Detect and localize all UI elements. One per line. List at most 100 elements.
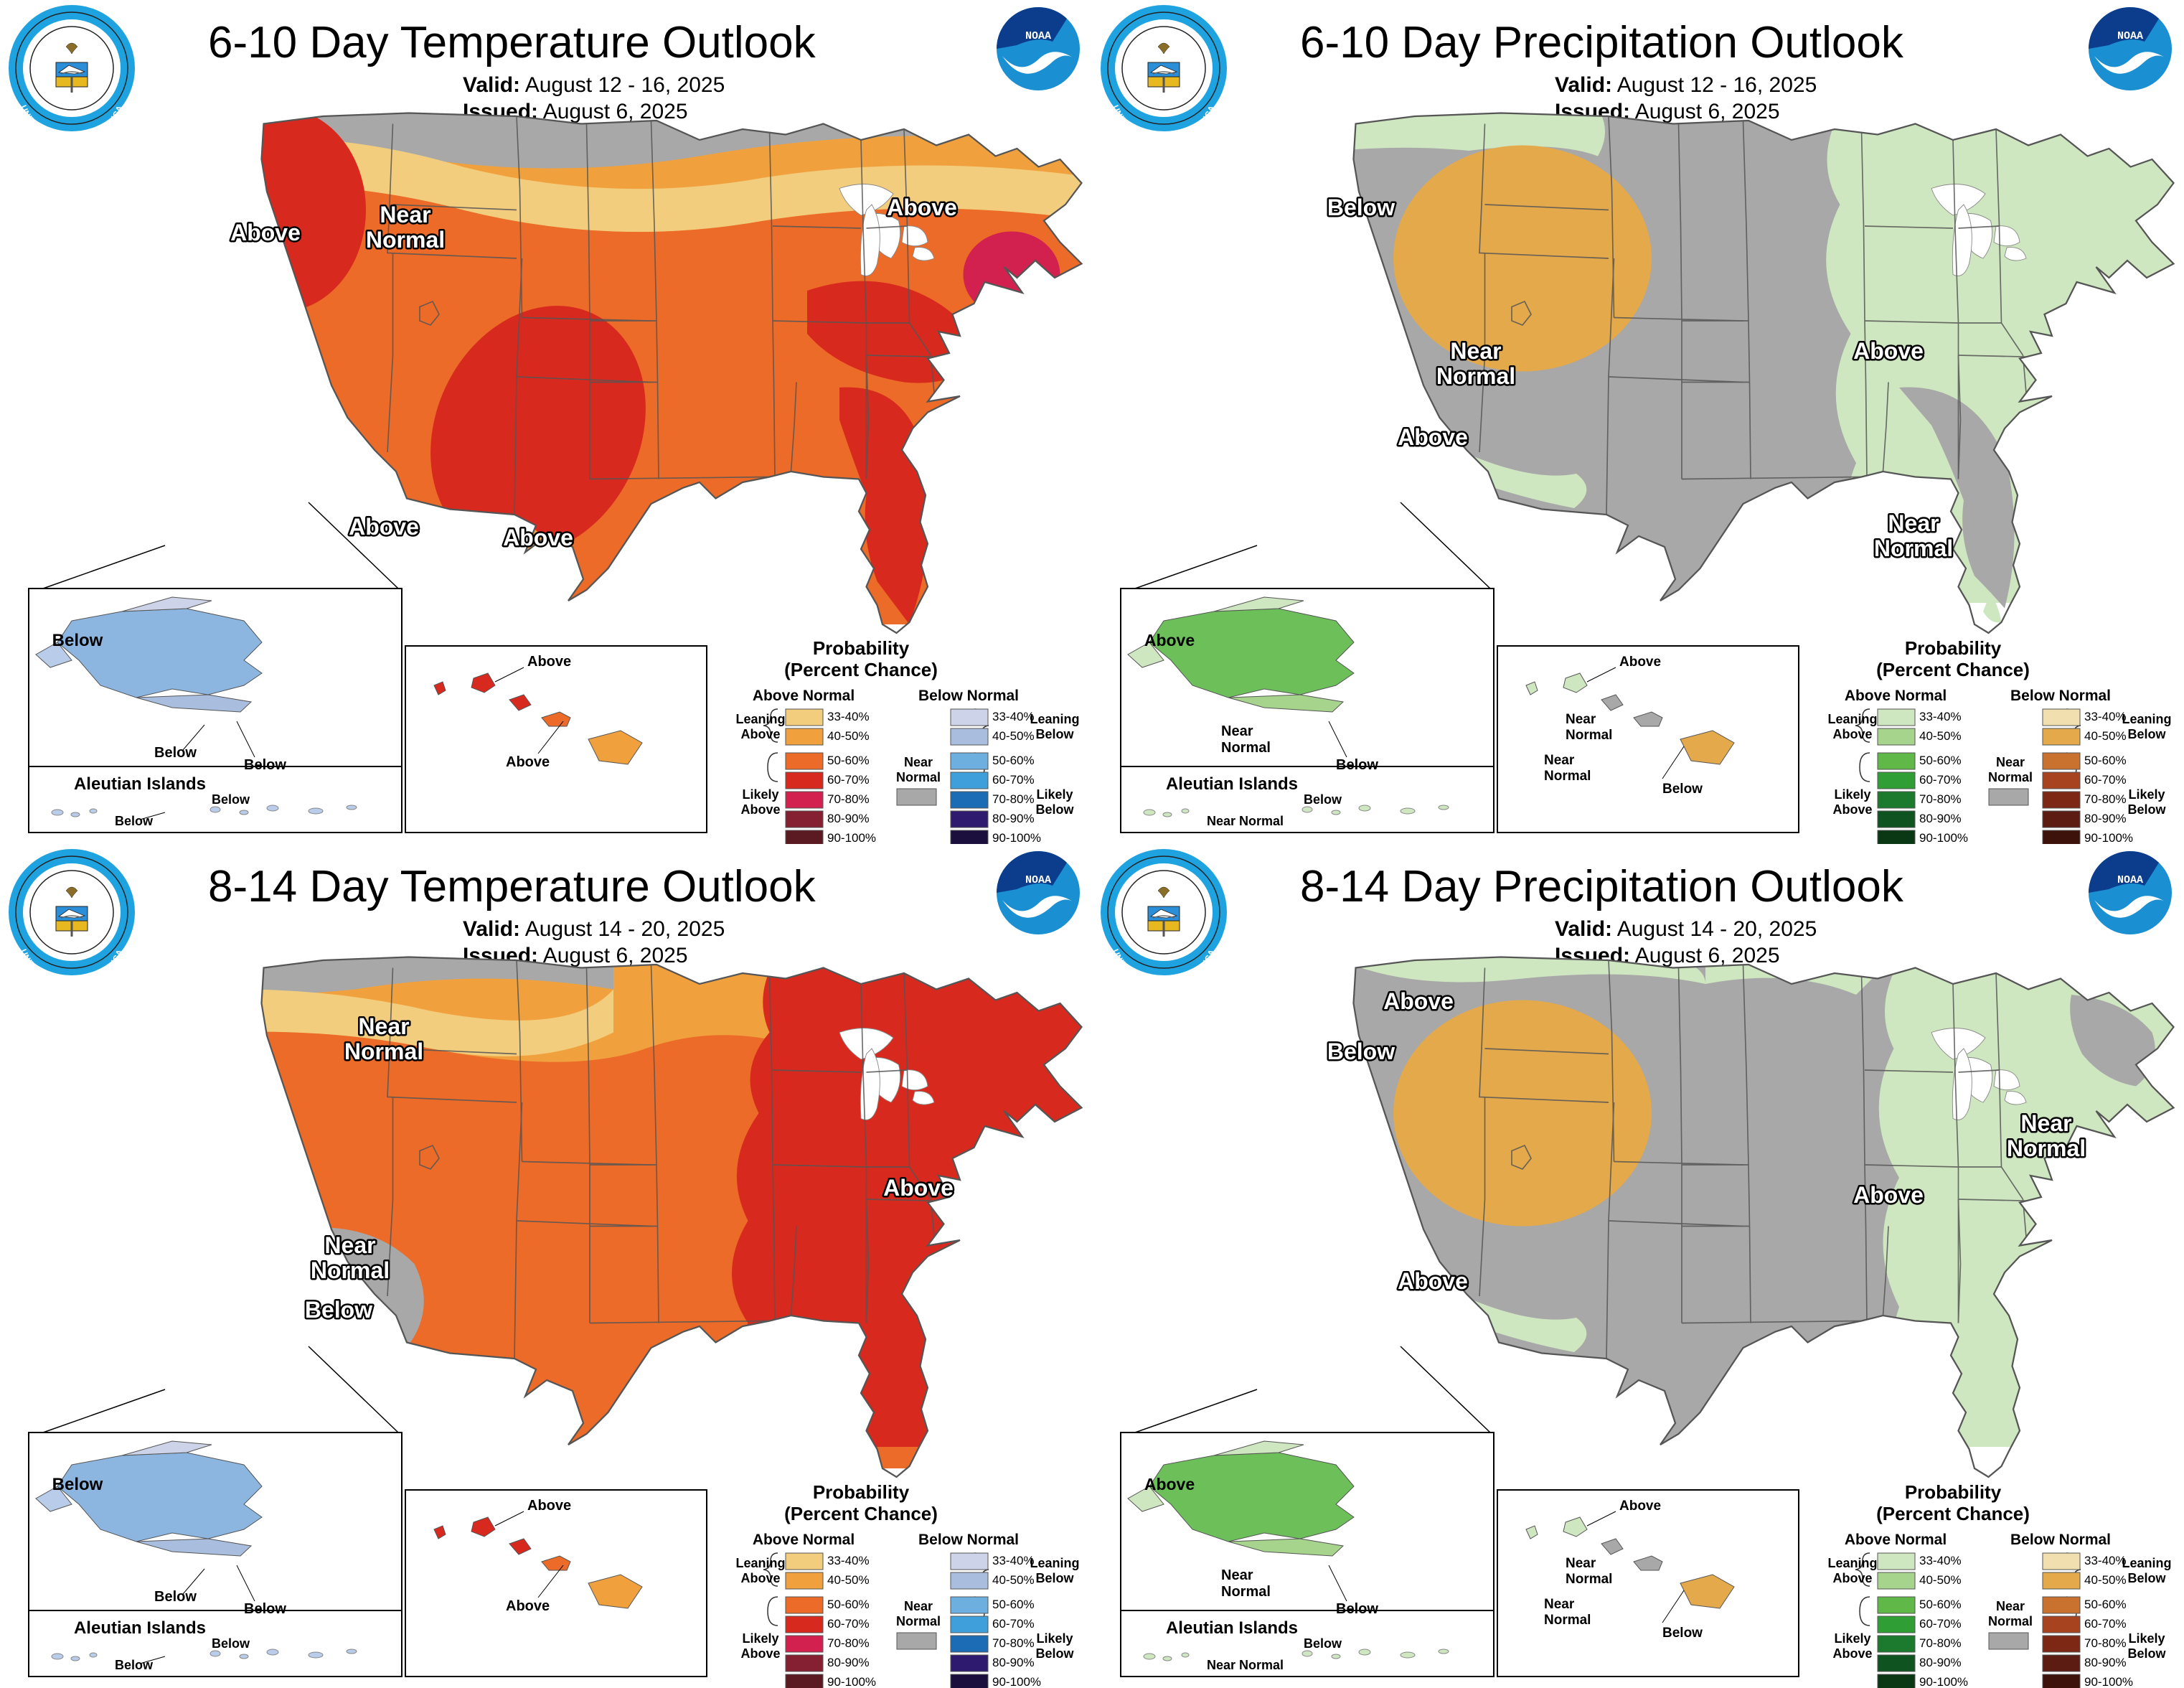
svg-text:(Percent Chance): (Percent Chance) (1876, 1503, 2030, 1524)
svg-text:8-14 Day Precipitation Outlook: 8-14 Day Precipitation Outlook (1300, 862, 1904, 911)
svg-text:33-40%: 33-40% (827, 710, 870, 723)
svg-text:60-70%: 60-70% (827, 1617, 870, 1631)
svg-text:Below: Below (1035, 727, 1074, 741)
svg-text:6-10 Day Temperature Outlook: 6-10 Day Temperature Outlook (208, 18, 816, 67)
svg-text:Above Normal: Above Normal (753, 1532, 855, 1548)
svg-text:50-60%: 50-60% (992, 1598, 1035, 1611)
svg-text:Aleutian Islands: Aleutian Islands (1166, 1618, 1298, 1638)
svg-text:80-90%: 80-90% (992, 812, 1035, 825)
svg-text:40-50%: 40-50% (1919, 1573, 1962, 1587)
svg-text:Valid: August 14 - 20, 2025: Valid: August 14 - 20, 2025 (463, 917, 725, 941)
svg-text:Above: Above (1619, 655, 1661, 670)
svg-text:Normal: Normal (1988, 1614, 2033, 1628)
svg-text:Likely: Likely (2128, 787, 2165, 802)
svg-text:70-80%: 70-80% (827, 1636, 870, 1650)
svg-text:60-70%: 60-70% (992, 1617, 1035, 1631)
svg-text:Below: Below (1035, 802, 1074, 817)
svg-text:Likely: Likely (1834, 1631, 1870, 1646)
svg-text:Below Normal: Below Normal (2010, 1532, 2111, 1548)
svg-text:Below: Below (2127, 802, 2166, 817)
svg-text:90-100%: 90-100% (992, 831, 1041, 844)
svg-text:Above: Above (740, 1646, 780, 1661)
svg-text:60-70%: 60-70% (992, 773, 1035, 787)
svg-text:Below: Below (154, 745, 197, 761)
svg-text:80-90%: 80-90% (827, 812, 870, 825)
svg-text:90-100%: 90-100% (2084, 1675, 2133, 1688)
svg-text:Normal: Normal (344, 1038, 423, 1064)
svg-text:Near: Near (1996, 755, 2025, 769)
svg-text:Above Normal: Above Normal (753, 688, 855, 704)
svg-text:Likely: Likely (742, 1631, 778, 1646)
svg-text:Normal: Normal (366, 227, 445, 253)
svg-text:Above: Above (1832, 1571, 1872, 1585)
svg-text:Above: Above (887, 194, 957, 220)
svg-text:Above: Above (1383, 988, 1454, 1014)
svg-text:Near: Near (324, 1232, 375, 1258)
svg-text:40-50%: 40-50% (827, 729, 870, 743)
svg-text:Normal: Normal (1566, 1572, 1612, 1587)
svg-text:Below: Below (1327, 194, 1395, 220)
svg-text:Leaning: Leaning (1827, 1556, 1877, 1570)
svg-text:90-100%: 90-100% (2084, 831, 2133, 844)
svg-text:Above: Above (230, 220, 301, 245)
svg-text:Near: Near (2020, 1110, 2071, 1136)
svg-text:Below: Below (2127, 1571, 2166, 1585)
svg-text:Near Normal: Near Normal (1207, 1658, 1284, 1672)
svg-text:Likely: Likely (1036, 1631, 1073, 1646)
svg-text:Below: Below (1327, 1038, 1395, 1064)
svg-text:Normal: Normal (2007, 1135, 2086, 1161)
svg-text:Above: Above (1832, 1646, 1872, 1661)
svg-text:Above: Above (1832, 802, 1872, 817)
svg-text:Probability: Probability (813, 1481, 910, 1503)
svg-text:Below: Below (1336, 1601, 1378, 1617)
svg-text:Leaning: Leaning (1030, 1556, 1079, 1570)
svg-text:70-80%: 70-80% (992, 792, 1035, 806)
svg-text:Aleutian Islands: Aleutian Islands (74, 1618, 206, 1638)
svg-text:33-40%: 33-40% (992, 710, 1035, 723)
svg-text:Below: Below (212, 792, 250, 807)
svg-text:Aleutian Islands: Aleutian Islands (74, 774, 206, 794)
svg-text:70-80%: 70-80% (1919, 1636, 1962, 1650)
svg-text:80-90%: 80-90% (992, 1656, 1035, 1669)
svg-text:33-40%: 33-40% (827, 1554, 870, 1567)
svg-text:80-90%: 80-90% (2084, 1656, 2127, 1669)
svg-text:Below Normal: Below Normal (918, 688, 1019, 704)
svg-text:33-40%: 33-40% (992, 1554, 1035, 1567)
svg-text:40-50%: 40-50% (827, 1573, 870, 1587)
svg-text:Near: Near (904, 1599, 933, 1613)
svg-text:Normal: Normal (311, 1257, 390, 1283)
svg-text:80-90%: 80-90% (1919, 1656, 1962, 1669)
svg-text:90-100%: 90-100% (827, 831, 876, 844)
svg-text:Leaning: Leaning (2122, 1556, 2171, 1570)
svg-text:Above: Above (740, 802, 780, 817)
svg-text:33-40%: 33-40% (2084, 1554, 2127, 1567)
svg-text:Leaning: Leaning (735, 712, 785, 726)
svg-text:Above: Above (1853, 338, 1924, 364)
svg-text:Below Normal: Below Normal (918, 1532, 1019, 1548)
svg-text:Above: Above (883, 1175, 954, 1201)
svg-text:90-100%: 90-100% (1919, 831, 1968, 844)
svg-text:Below: Below (2127, 1646, 2166, 1661)
svg-text:(Percent Chance): (Percent Chance) (1876, 659, 2030, 680)
svg-text:Above: Above (1144, 631, 1195, 650)
svg-text:Below: Below (1662, 1626, 1703, 1641)
svg-text:Above: Above (349, 514, 419, 540)
svg-text:Normal: Normal (896, 770, 941, 784)
svg-text:Near: Near (358, 1013, 409, 1039)
svg-text:90-100%: 90-100% (827, 1675, 876, 1688)
svg-text:Leaning: Leaning (2122, 712, 2171, 726)
svg-text:Leaning: Leaning (735, 1556, 785, 1570)
svg-text:Near: Near (1544, 753, 1575, 768)
svg-text:33-40%: 33-40% (2084, 710, 2127, 723)
svg-text:(Percent Chance): (Percent Chance) (784, 659, 938, 680)
svg-text:Above: Above (740, 727, 780, 741)
svg-text:Below: Below (1035, 1571, 1074, 1585)
svg-text:Above: Above (506, 754, 550, 770)
svg-text:Above Normal: Above Normal (1845, 688, 1947, 704)
svg-text:Below: Below (115, 814, 154, 828)
svg-text:Above: Above (1619, 1499, 1661, 1514)
svg-text:Probability: Probability (1905, 637, 2002, 659)
svg-text:Valid: August 12 - 16, 2025: Valid: August 12 - 16, 2025 (1555, 73, 1817, 97)
svg-text:Leaning: Leaning (1827, 712, 1877, 726)
svg-text:Below: Below (1336, 757, 1378, 773)
